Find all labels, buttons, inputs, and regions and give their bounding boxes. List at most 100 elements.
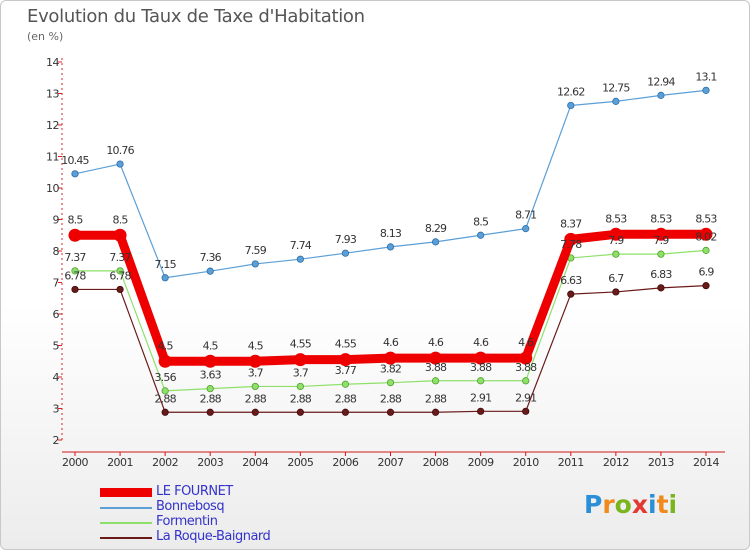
data-label: 8.53 — [605, 212, 627, 225]
data-label: 4.5 — [248, 339, 264, 352]
x-tick-label: 2013 — [648, 456, 674, 469]
y-tick-label: 9 — [53, 214, 60, 227]
data-label: 8.02 — [695, 230, 716, 243]
data-point — [477, 407, 485, 415]
data-label: 8.53 — [650, 212, 672, 225]
y-tick-label: 4 — [53, 371, 60, 384]
data-point — [296, 382, 304, 391]
data-label: 2.88 — [290, 392, 312, 405]
x-tick-label: 2006 — [332, 456, 358, 469]
data-label: 4.6 — [428, 336, 444, 349]
data-label: 12.94 — [647, 75, 675, 88]
x-tick-label: 2001 — [107, 456, 133, 469]
data-label: 8.13 — [380, 227, 402, 240]
data-point — [431, 377, 440, 385]
data-point — [702, 86, 710, 94]
data-point — [429, 351, 443, 365]
data-point — [386, 408, 395, 416]
chart-subtitle: (en %) — [27, 30, 64, 43]
data-point — [341, 408, 350, 416]
data-point — [657, 250, 665, 258]
data-point — [654, 227, 668, 241]
data-point — [431, 408, 440, 416]
logo-letter: i — [668, 490, 678, 519]
legend-swatch — [100, 522, 152, 524]
x-tick-label: 2010 — [513, 456, 539, 469]
data-point — [612, 97, 620, 105]
logo-letter: P — [584, 490, 603, 519]
legend-swatch — [100, 537, 152, 539]
legend-label: Formentin — [156, 514, 218, 529]
data-label: 7.37 — [109, 251, 131, 264]
data-label: 6.83 — [650, 268, 672, 281]
data-label: 8.37 — [560, 217, 582, 230]
proxiti-logo: Proxiti — [584, 490, 677, 519]
data-point — [699, 227, 713, 241]
data-point — [386, 379, 395, 387]
x-tick-label: 2007 — [378, 456, 404, 469]
data-label: 10.45 — [61, 154, 89, 167]
data-point — [248, 354, 262, 368]
x-tick-label: 2009 — [468, 456, 494, 469]
data-point — [338, 353, 352, 367]
data-label: 7.93 — [335, 233, 357, 246]
data-point — [161, 274, 169, 282]
legend-swatch — [100, 488, 152, 497]
y-tick-label: 6 — [53, 308, 60, 321]
data-point — [702, 282, 710, 290]
data-label: 3.88 — [515, 361, 537, 374]
data-point — [386, 243, 395, 251]
data-point — [567, 290, 575, 298]
x-tick-label: 2004 — [242, 456, 268, 469]
x-tick-label: 2014 — [693, 456, 719, 469]
data-point — [206, 267, 214, 275]
data-point — [203, 354, 217, 368]
data-point — [384, 351, 397, 365]
data-point — [564, 232, 578, 246]
logo-letter: t — [656, 490, 669, 519]
legend-label: LE FOURNET — [156, 484, 233, 499]
x-tick-label: 2008 — [423, 456, 449, 469]
data-label: 3.63 — [200, 369, 222, 382]
data-label: 2.88 — [200, 392, 222, 405]
data-label: 4.5 — [203, 339, 219, 352]
data-point — [341, 380, 350, 388]
data-label: 8.5 — [113, 213, 129, 226]
data-label: 2.91 — [470, 391, 491, 404]
data-point — [158, 354, 172, 368]
x-tick-label: 2003 — [197, 456, 223, 469]
data-point — [251, 382, 259, 391]
data-label: 2.91 — [515, 391, 536, 404]
data-label: 2.88 — [335, 392, 357, 405]
y-tick-label: 11 — [46, 151, 59, 164]
data-point — [296, 255, 304, 263]
data-point — [251, 260, 259, 268]
y-tick-label: 8 — [53, 245, 60, 258]
data-label: 2.88 — [425, 392, 447, 405]
data-label: 8.71 — [515, 209, 536, 222]
data-point — [657, 284, 665, 292]
data-point — [519, 351, 533, 365]
data-label: 4.55 — [335, 338, 357, 351]
data-label: 6.7 — [608, 272, 624, 285]
y-tick-label: 12 — [46, 119, 59, 132]
y-tick-label: 14 — [46, 56, 59, 69]
data-label: 3.82 — [380, 363, 401, 376]
logo-letter: r — [602, 490, 615, 519]
data-point — [251, 408, 259, 416]
data-label: 4.6 — [383, 336, 399, 349]
x-tick-label: 2002 — [152, 456, 178, 469]
data-point — [612, 288, 620, 296]
data-point — [477, 231, 485, 239]
data-label: 8.53 — [695, 212, 717, 225]
data-point — [116, 160, 124, 168]
data-label: 8.5 — [473, 215, 489, 228]
x-tick-label: 2011 — [558, 456, 584, 469]
data-point — [113, 228, 127, 242]
logo-letter: i — [648, 490, 657, 519]
data-label: 10.76 — [106, 144, 134, 157]
data-point — [71, 267, 79, 275]
data-label: 4.5 — [158, 339, 174, 352]
